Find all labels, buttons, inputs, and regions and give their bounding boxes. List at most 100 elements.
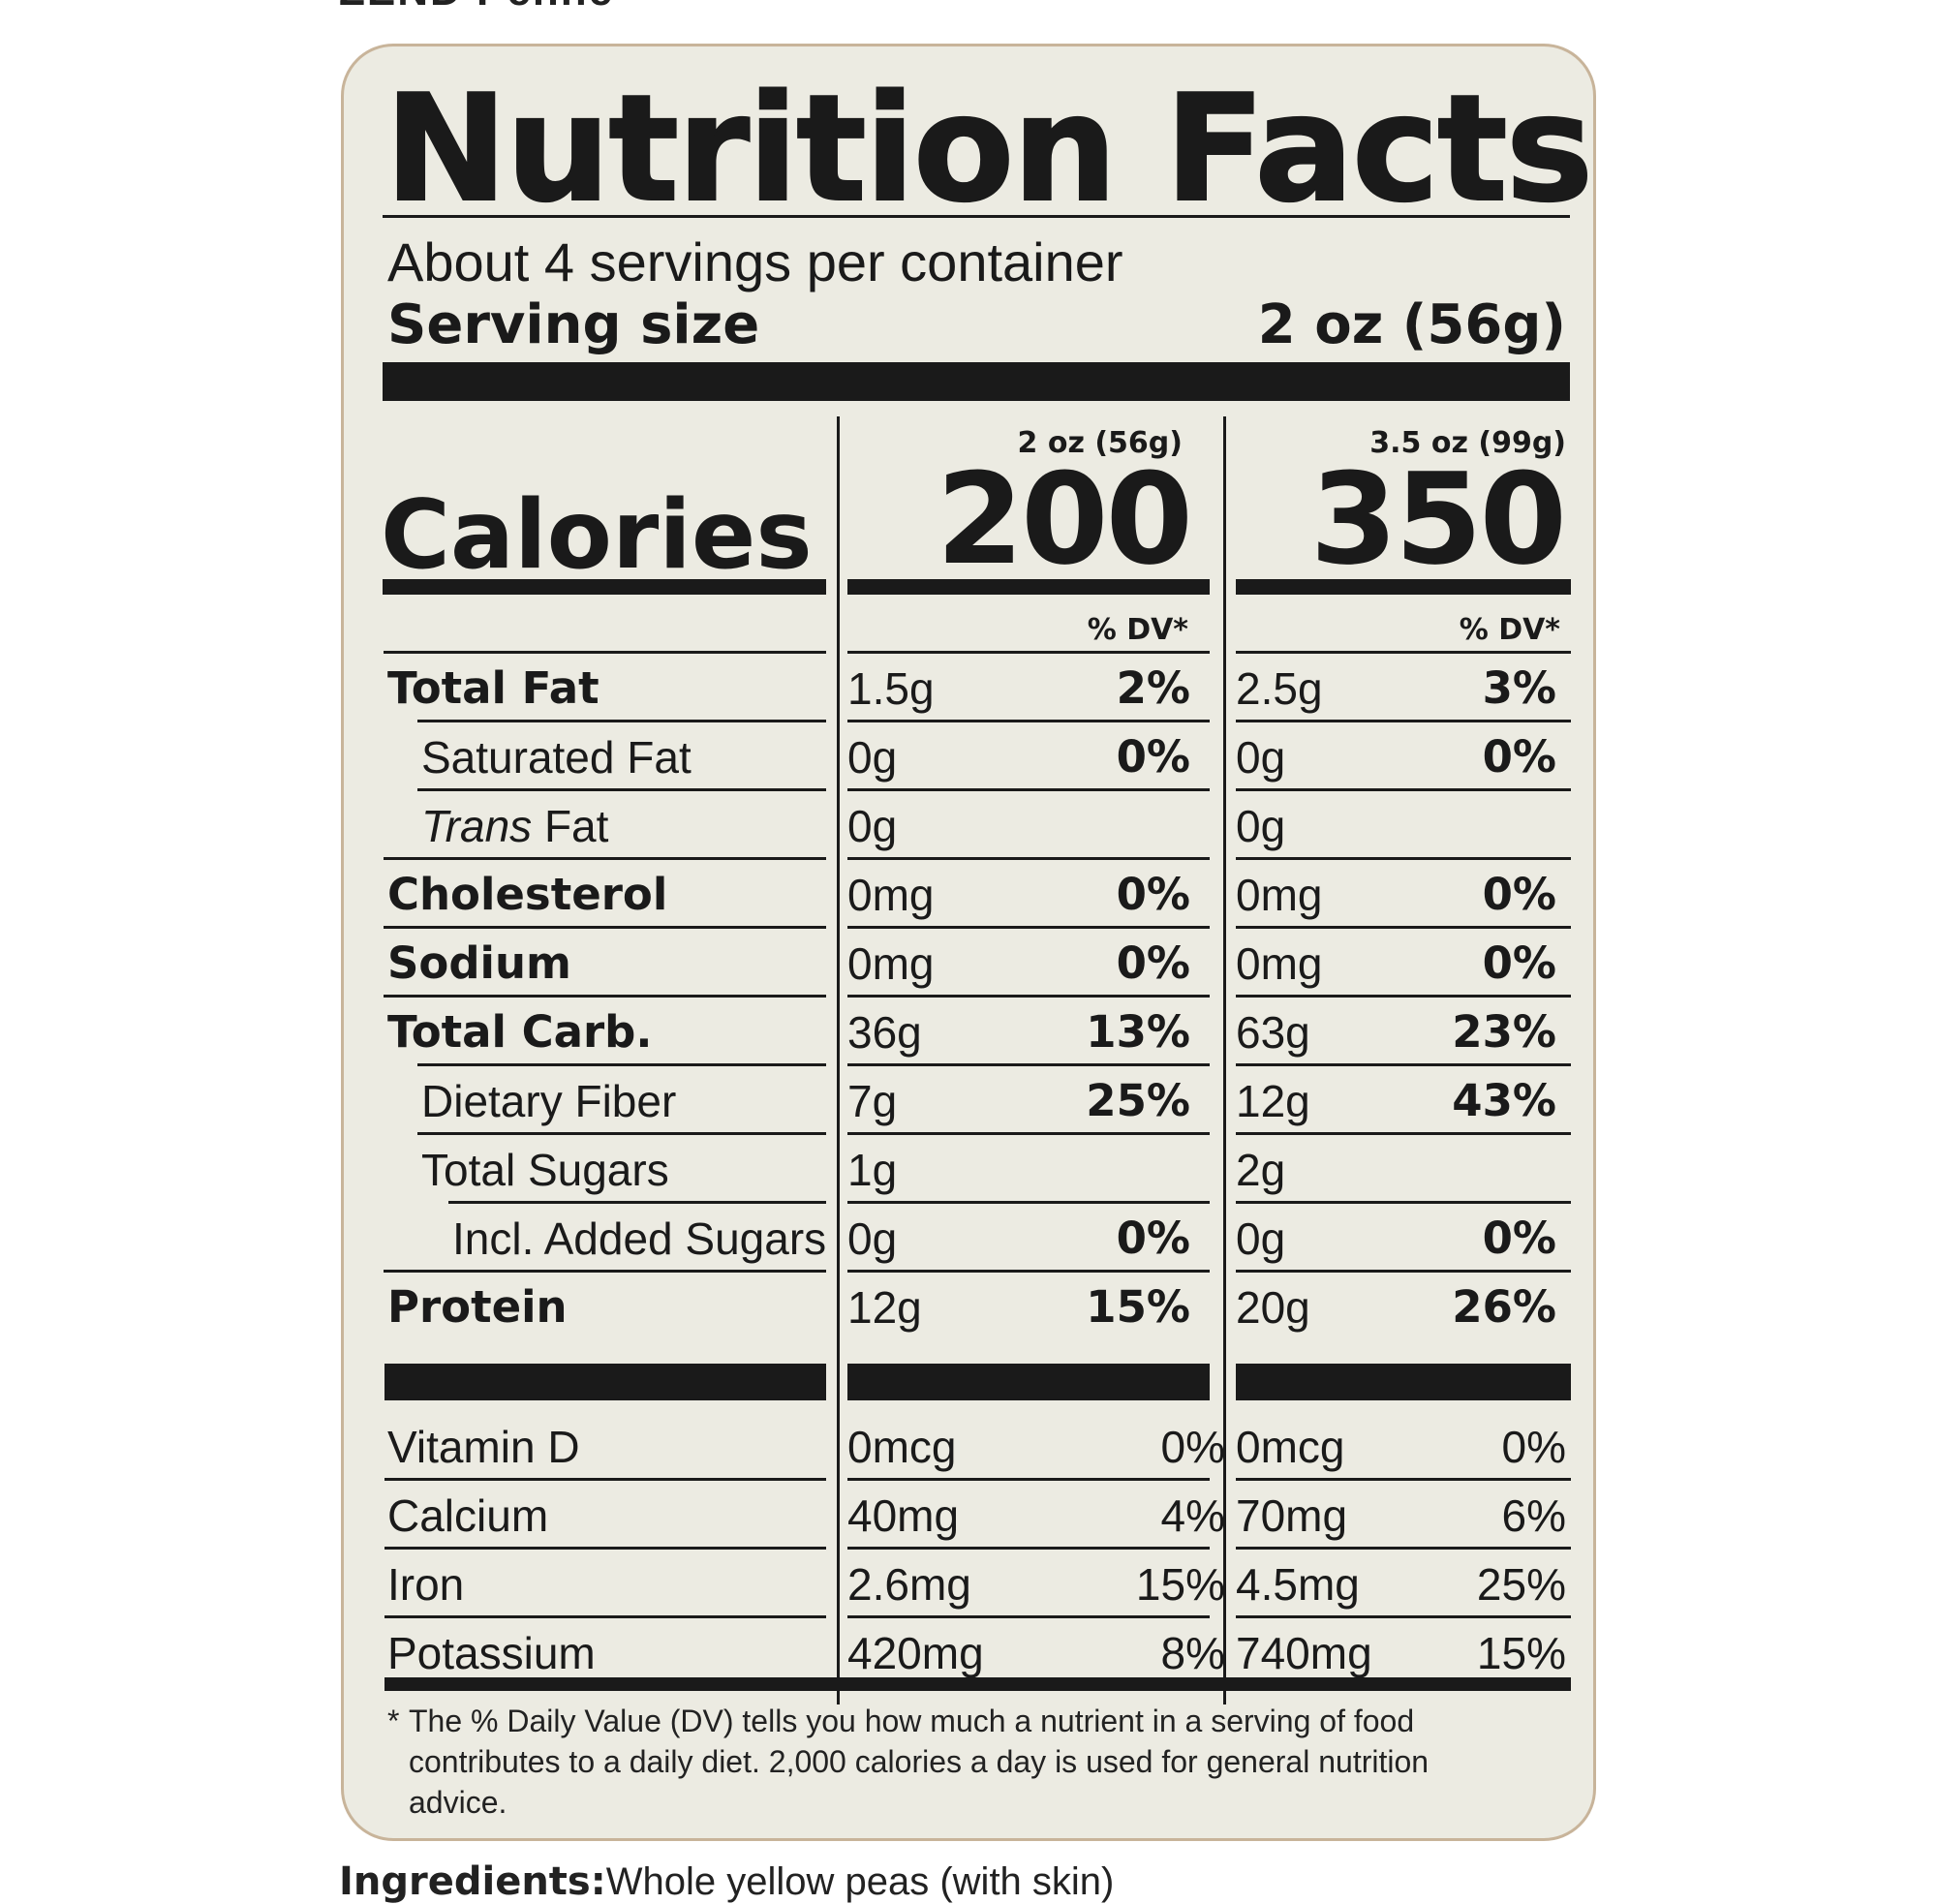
row-rule — [847, 1063, 1210, 1066]
nutrient-row: Total Carb. 36g 13% 63g 23% — [344, 998, 1593, 1067]
row-rule — [847, 1478, 1210, 1481]
amount-col1: 0g — [847, 801, 898, 851]
amount-col1: 1g — [847, 1145, 898, 1195]
vitamin-name: Iron — [387, 1559, 465, 1610]
nutrient-name-rest: Fat — [532, 801, 609, 851]
vitamin-name: Vitamin D — [387, 1422, 580, 1472]
column-divider-2 — [1223, 416, 1226, 1704]
amount-col1: 0g — [847, 732, 898, 783]
dv-col2: 3% — [1482, 662, 1556, 714]
amount-col2: 0mg — [1236, 938, 1323, 989]
dv-col2: 43% — [1452, 1075, 1556, 1126]
row-rule — [417, 1063, 826, 1066]
dv-col1: 2% — [1116, 662, 1190, 714]
dv-col2: 0% — [1482, 937, 1556, 989]
vitamin-name: Potassium — [387, 1628, 596, 1678]
nutrient-name: Total Fat — [387, 662, 600, 714]
row-rule — [384, 995, 826, 998]
amount-col2: 20g — [1236, 1282, 1310, 1333]
daily-value-footnote: * The % Daily Value (DV) tells you how m… — [387, 1701, 1511, 1823]
serving-size-value: 2 oz (56g) — [1257, 293, 1566, 356]
nutrient-name: Saturated Fat — [421, 732, 692, 783]
row-rule — [1236, 857, 1571, 860]
amount-col2: 0mcg — [1236, 1422, 1345, 1472]
vitamin-row: Vitamin D 0mcg 0% 0mcg 0% — [344, 1413, 1593, 1482]
nutrient-name: Cholesterol — [387, 869, 668, 920]
row-rule — [847, 651, 1210, 654]
amount-col2: 12g — [1236, 1076, 1310, 1126]
nutrient-name: Total Carb. — [387, 1006, 653, 1058]
row-rule — [1236, 1615, 1571, 1618]
dv-col2: 0% — [1501, 1422, 1566, 1472]
row-rule — [1236, 1270, 1571, 1273]
dv-col1: 15% — [1086, 1281, 1190, 1333]
dv-col1: 0% — [1116, 937, 1190, 989]
dv-col1: 13% — [1086, 1006, 1190, 1058]
ingredients-text: Whole yellow peas (with skin) — [605, 1860, 1115, 1903]
calories-bar-left — [383, 579, 826, 595]
row-rule — [1236, 1547, 1571, 1550]
dv-col1: 4% — [1160, 1490, 1225, 1541]
row-rule — [847, 720, 1210, 722]
row-rule — [847, 926, 1210, 929]
row-rule — [1236, 788, 1571, 791]
footnote-star: * — [387, 1704, 400, 1738]
row-rule — [847, 1547, 1210, 1550]
dv-col1: 0% — [1116, 1213, 1190, 1264]
amount-col1: 1.5g — [847, 663, 935, 714]
amount-col2: 0mg — [1236, 870, 1323, 920]
footnote-text: The % Daily Value (DV) tells you how muc… — [409, 1704, 1430, 1820]
dv-col1: 15% — [1135, 1559, 1225, 1610]
amount-col2: 70mg — [1236, 1490, 1348, 1541]
serving-thick-bar — [383, 362, 1570, 401]
nutrition-facts-panel: Nutrition Facts About 4 servings per con… — [341, 44, 1596, 1841]
dv-heading-col2: % DV* — [1459, 613, 1560, 647]
dv-col2: 0% — [1482, 1213, 1556, 1264]
dv-col1: 25% — [1086, 1075, 1190, 1126]
nutrient-name: Sodium — [387, 937, 571, 989]
row-rule — [1236, 720, 1571, 722]
amount-col2: 0g — [1236, 1213, 1286, 1264]
nutrition-facts-title: Nutrition Facts — [384, 63, 1594, 234]
row-rule — [384, 926, 826, 929]
dv-col2: 0% — [1482, 869, 1556, 920]
vitamin-row: Calcium 40mg 4% 70mg 6% — [344, 1482, 1593, 1551]
nutrient-name-italic: Trans — [421, 801, 533, 851]
row-rule — [847, 857, 1210, 860]
dv-col1: 8% — [1160, 1628, 1225, 1678]
row-rule — [384, 1615, 826, 1618]
nutrient-name: Total Sugars — [421, 1145, 669, 1195]
amount-col1: 7g — [847, 1076, 898, 1126]
calories-bar-col2 — [1236, 579, 1571, 595]
nutrient-row: Dietary Fiber 7g 25% 12g 43% — [344, 1067, 1593, 1136]
dv-col1: 0% — [1160, 1422, 1225, 1472]
vitamin-name: Calcium — [387, 1490, 549, 1541]
amount-col1: 0mg — [847, 870, 935, 920]
nutrient-name: Dietary Fiber — [421, 1076, 677, 1126]
row-rule — [1236, 1478, 1571, 1481]
ingredients-cut: Ingredients:Whole yellow peas (with skin… — [339, 1859, 1114, 1904]
row-rule — [1236, 995, 1571, 998]
row-rule — [384, 857, 826, 860]
nutrient-row: Protein 12g 15% 20g 26% — [344, 1274, 1593, 1342]
amount-col2: 740mg — [1236, 1628, 1372, 1678]
vitamin-row: Iron 2.6mg 15% 4.5mg 25% — [344, 1551, 1593, 1619]
amount-col2: 4.5mg — [1236, 1559, 1360, 1610]
dv-col1: 0% — [1116, 731, 1190, 783]
dv-col2: 0% — [1482, 731, 1556, 783]
row-rule — [417, 788, 826, 791]
dv-col2: 6% — [1501, 1490, 1566, 1541]
dv-col2: 15% — [1476, 1628, 1566, 1678]
servings-per-container: About 4 servings per container — [387, 231, 1123, 292]
amount-col1: 420mg — [847, 1628, 984, 1678]
nutrient-row: Trans Fat 0g 0g — [344, 792, 1593, 861]
ingredients-label: Ingredients: — [339, 1859, 606, 1904]
serving-size-label: Serving size — [387, 293, 760, 356]
row-rule — [417, 720, 826, 722]
row-rule — [847, 788, 1210, 791]
amount-col2: 2.5g — [1236, 663, 1323, 714]
protein-bar-col2 — [1236, 1364, 1571, 1400]
dv-col1: 0% — [1116, 869, 1190, 920]
nutrient-row: Total Sugars 1g 2g — [344, 1136, 1593, 1205]
dv-heading-col1: % DV* — [1087, 613, 1188, 647]
